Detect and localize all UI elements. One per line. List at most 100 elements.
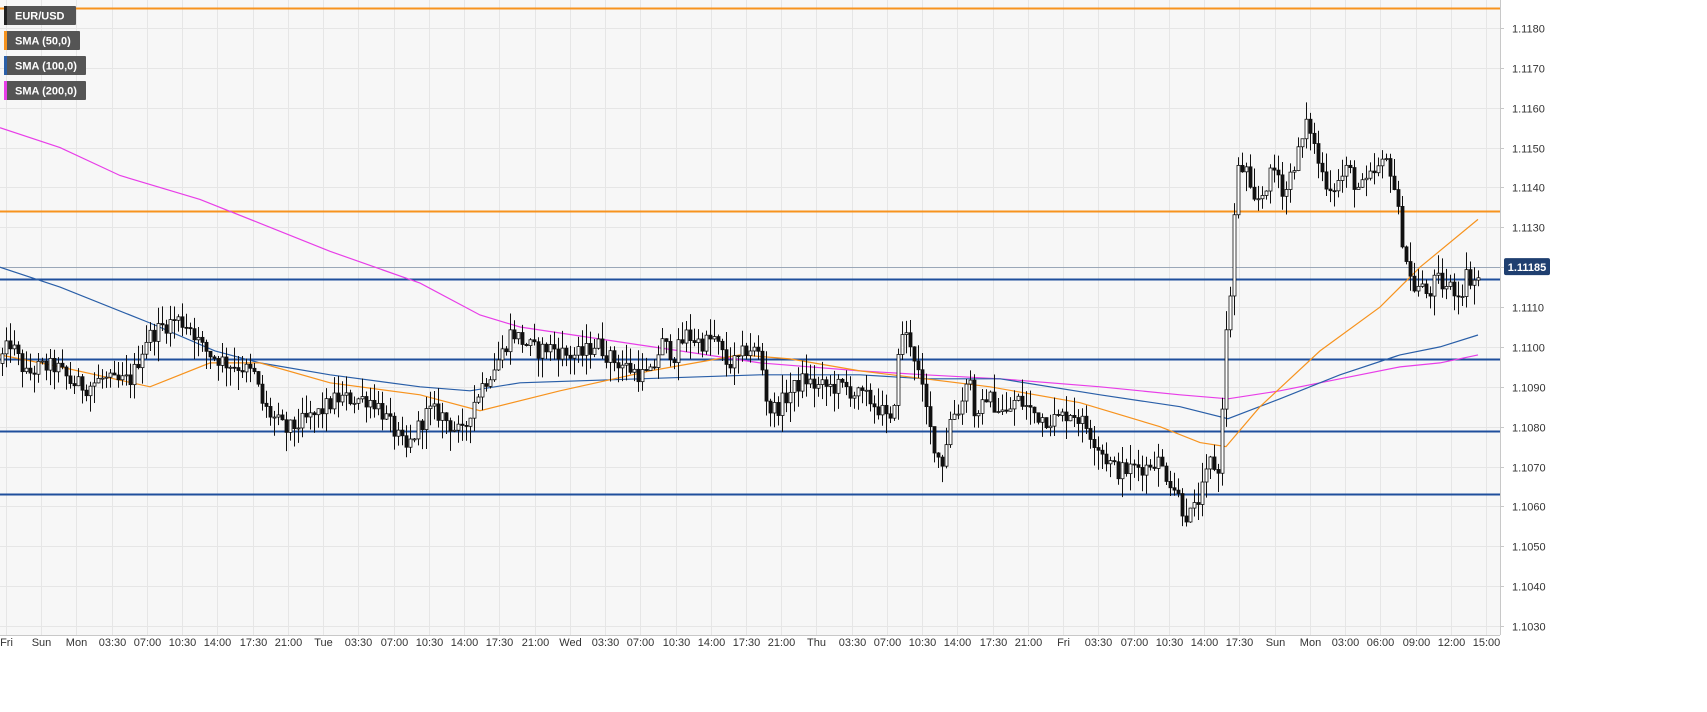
- x-tick-label: 03:30: [1085, 637, 1113, 649]
- candle-bull: [1360, 179, 1365, 188]
- candle-bear: [64, 366, 69, 377]
- candle-bear: [568, 354, 573, 359]
- candle-bear: [760, 350, 765, 371]
- candle-bull: [148, 329, 153, 343]
- candle-bull: [968, 379, 973, 385]
- candle-bear: [1164, 465, 1169, 482]
- candle-bear: [1100, 449, 1105, 455]
- candle-bull: [964, 383, 969, 402]
- x-tick-label: 03:00: [1332, 637, 1360, 649]
- candle-bull: [808, 378, 813, 385]
- legend-item[interactable]: SMA (200,0): [4, 81, 86, 100]
- x-tick-label: 17:30: [1226, 637, 1254, 649]
- candle-bear: [612, 350, 617, 364]
- x-tick-label: 03:30: [592, 637, 620, 649]
- candle-bear: [812, 378, 817, 389]
- candle-bull: [40, 360, 45, 363]
- candle-bull: [144, 341, 149, 355]
- candle-bull: [1060, 411, 1065, 416]
- candle-bear: [380, 403, 385, 420]
- candle-bull: [752, 346, 757, 352]
- candle-bull: [608, 350, 613, 363]
- legend-item[interactable]: SMA (100,0): [4, 56, 86, 75]
- candle-bull: [1268, 167, 1273, 192]
- x-tick-label: 10:30: [1156, 637, 1184, 649]
- candle-bear: [1168, 481, 1173, 489]
- candle-bear: [44, 360, 49, 371]
- candle-bull: [1460, 296, 1465, 298]
- legend-item[interactable]: EUR/USD: [4, 6, 76, 25]
- candle-bear: [556, 348, 561, 360]
- candle-bull: [1368, 170, 1373, 179]
- candle-bear: [16, 344, 21, 355]
- candle-bull: [456, 423, 461, 431]
- candle-bear: [1412, 275, 1417, 292]
- candle-bull: [996, 411, 1001, 413]
- candle-bear: [1312, 132, 1317, 144]
- candle-bull: [472, 401, 477, 419]
- candle-bull: [772, 402, 777, 414]
- candle-bear: [832, 383, 837, 394]
- candle-bull: [1024, 405, 1029, 407]
- x-tick-label: 17:30: [240, 637, 268, 649]
- candle-bear: [1396, 189, 1401, 207]
- candle-bear: [80, 376, 85, 391]
- candle-bull: [1264, 190, 1269, 196]
- candle-bear: [580, 346, 585, 356]
- x-tick-label: 07:00: [134, 637, 162, 649]
- candle-bull: [948, 419, 953, 446]
- candle-bull: [412, 438, 417, 441]
- candle-bear: [1196, 502, 1201, 505]
- candle-bear: [1440, 272, 1445, 290]
- legend-box: [4, 81, 86, 100]
- candle-bull: [288, 419, 293, 433]
- candle-bear: [1400, 206, 1405, 248]
- candle-bull: [1244, 166, 1249, 173]
- candle-bull: [12, 344, 17, 350]
- candle-bull: [344, 392, 349, 396]
- candle-bull: [368, 399, 373, 408]
- candle-bull: [324, 398, 329, 415]
- candle-bear: [436, 403, 441, 421]
- candle-bear: [256, 371, 261, 385]
- y-tick-label: 1.1030: [1512, 622, 1546, 634]
- candle-bull: [492, 369, 497, 381]
- x-tick-label: 10:30: [416, 637, 444, 649]
- candle-bear: [908, 332, 913, 348]
- candle-bull: [1108, 460, 1113, 465]
- candle-bull: [780, 392, 785, 416]
- candle-bear: [284, 419, 289, 433]
- candle-bull: [396, 429, 401, 437]
- candle-bear: [916, 360, 921, 371]
- candle-bear: [184, 326, 189, 329]
- candle-bull: [820, 379, 825, 385]
- candle-bear: [208, 350, 213, 358]
- legend-item[interactable]: SMA (50,0): [4, 31, 80, 50]
- candle-bear: [744, 345, 749, 356]
- candle-bear: [844, 381, 849, 388]
- candle-bear: [72, 383, 77, 387]
- candle-bull: [428, 405, 433, 409]
- candle-bull: [4, 340, 9, 355]
- candle-bull: [176, 316, 181, 321]
- candle-bull: [1260, 195, 1265, 200]
- x-tick-label: 14:00: [1191, 637, 1219, 649]
- candle-bear: [1388, 158, 1393, 177]
- candle-bull: [1364, 177, 1369, 181]
- candle-bear: [1216, 469, 1221, 474]
- candle-bull: [488, 379, 493, 387]
- candle-bear: [348, 392, 353, 405]
- candle-bull: [696, 338, 701, 343]
- candle-bear: [1328, 188, 1333, 192]
- x-tick-label: 14:00: [698, 637, 726, 649]
- x-tick-label: 21:00: [522, 637, 550, 649]
- candle-bear: [392, 415, 397, 437]
- candle-bull: [1200, 481, 1205, 505]
- candle-bear: [604, 355, 609, 363]
- candle-bear: [404, 435, 409, 448]
- candle-bear: [1308, 118, 1313, 134]
- legend-label: EUR/USD: [15, 11, 65, 23]
- candle-bear: [1056, 414, 1061, 416]
- candle-bull: [788, 391, 793, 404]
